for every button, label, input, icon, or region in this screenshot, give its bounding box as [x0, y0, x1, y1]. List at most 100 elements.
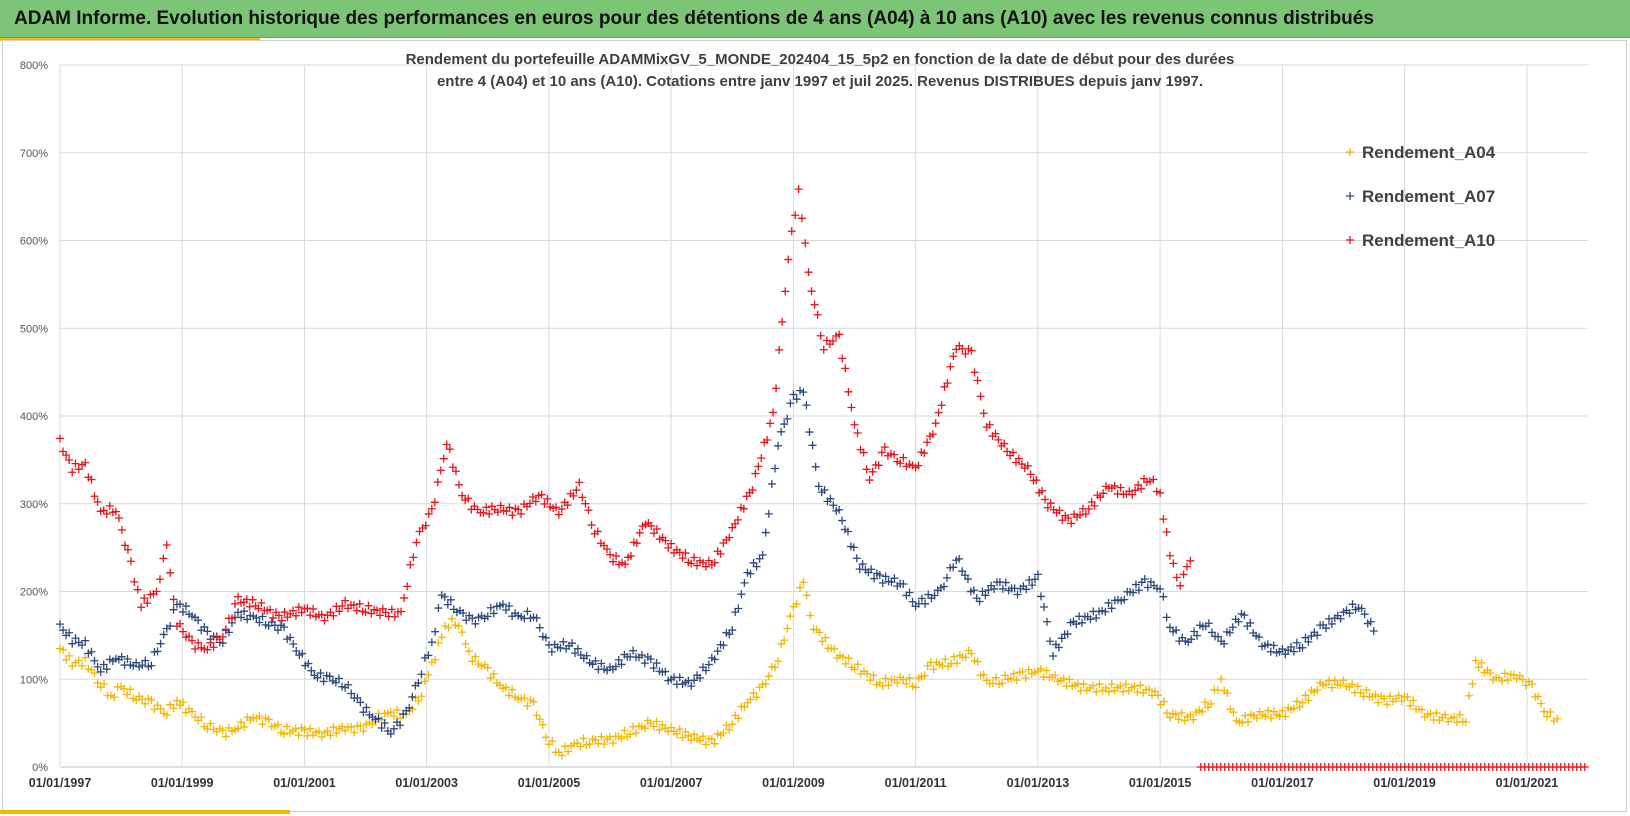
data-point	[880, 443, 889, 452]
data-point	[1534, 692, 1543, 701]
data-point	[701, 666, 710, 675]
data-point	[347, 723, 356, 732]
data-point	[1190, 627, 1199, 636]
data-point	[191, 645, 200, 654]
data-point	[870, 574, 879, 583]
data-point	[245, 602, 254, 611]
x-tick-label: 01/01/2005	[518, 776, 581, 790]
data-point	[958, 567, 967, 576]
data-point	[81, 653, 90, 662]
data-point	[952, 659, 961, 668]
data-point	[444, 623, 453, 632]
data-point	[905, 588, 914, 597]
series-Rendement_A07	[56, 386, 1378, 738]
data-point	[319, 677, 328, 686]
data-point	[704, 660, 713, 669]
data-point	[269, 613, 278, 622]
data-point	[1348, 600, 1357, 609]
data-point	[985, 420, 994, 429]
data-point	[162, 710, 171, 719]
data-point	[1180, 716, 1189, 725]
data-point	[329, 723, 338, 732]
data-point	[781, 287, 790, 296]
data-point	[835, 505, 844, 514]
data-point	[998, 679, 1007, 688]
data-point	[991, 429, 1000, 438]
data-point	[1186, 556, 1195, 565]
data-point	[65, 651, 74, 660]
data-point	[1189, 715, 1198, 724]
data-point	[690, 730, 699, 739]
data-point	[188, 707, 197, 716]
data-point	[1580, 763, 1589, 771]
data-point	[65, 628, 74, 637]
data-point	[593, 527, 602, 536]
data-point	[866, 676, 875, 685]
data-point	[1474, 663, 1483, 672]
data-point	[716, 549, 725, 558]
data-point	[1046, 499, 1055, 508]
x-tick-label: 01/01/2015	[1129, 776, 1192, 790]
data-point	[1255, 633, 1264, 642]
data-point	[362, 703, 371, 712]
data-point	[1107, 680, 1116, 689]
data-point	[1406, 701, 1415, 710]
data-point	[1450, 713, 1459, 722]
data-point	[1063, 630, 1072, 639]
data-point	[320, 616, 329, 625]
data-point	[661, 536, 670, 545]
data-point	[1264, 706, 1273, 715]
data-point	[437, 633, 446, 642]
data-point	[696, 736, 705, 745]
data-point	[719, 641, 728, 650]
data-point	[920, 671, 929, 680]
x-tick-label: 01/01/2009	[762, 776, 825, 790]
data-point	[489, 609, 498, 618]
data-point	[690, 676, 699, 685]
data-point	[1042, 666, 1051, 675]
data-point	[159, 554, 168, 563]
data-point	[617, 660, 626, 669]
data-point	[1042, 617, 1051, 626]
data-point	[1172, 573, 1181, 582]
data-point	[597, 659, 606, 668]
data-point	[567, 639, 576, 648]
data-point	[1225, 628, 1234, 637]
data-point	[819, 345, 828, 354]
data-point	[126, 557, 135, 566]
data-point	[273, 720, 282, 729]
data-point	[678, 733, 687, 742]
data-point	[1269, 641, 1278, 650]
data-point	[323, 726, 332, 735]
data-point	[981, 591, 990, 600]
data-point	[424, 651, 433, 660]
data-point	[950, 652, 959, 661]
data-point	[298, 649, 307, 658]
data-point	[920, 449, 929, 458]
data-point	[540, 499, 549, 508]
data-point	[277, 616, 286, 625]
data-point	[406, 560, 415, 569]
data-point	[775, 345, 784, 354]
data-point	[807, 287, 816, 296]
data-point	[1116, 682, 1125, 691]
data-point	[147, 661, 156, 670]
data-point	[991, 673, 1000, 682]
data-point	[1079, 680, 1088, 689]
data-point	[914, 461, 923, 470]
data-point	[973, 657, 982, 666]
data-point	[629, 646, 638, 655]
data-point	[1024, 665, 1033, 674]
data-point	[93, 662, 102, 671]
data-point	[764, 672, 773, 681]
data-point	[1289, 704, 1298, 713]
data-point	[1366, 617, 1375, 626]
data-point	[739, 504, 748, 513]
data-point	[787, 227, 796, 236]
data-point	[710, 739, 719, 748]
data-point	[816, 331, 825, 340]
data-point	[772, 384, 781, 393]
data-point	[374, 714, 383, 723]
x-tick-label: 01/01/1999	[151, 776, 214, 790]
